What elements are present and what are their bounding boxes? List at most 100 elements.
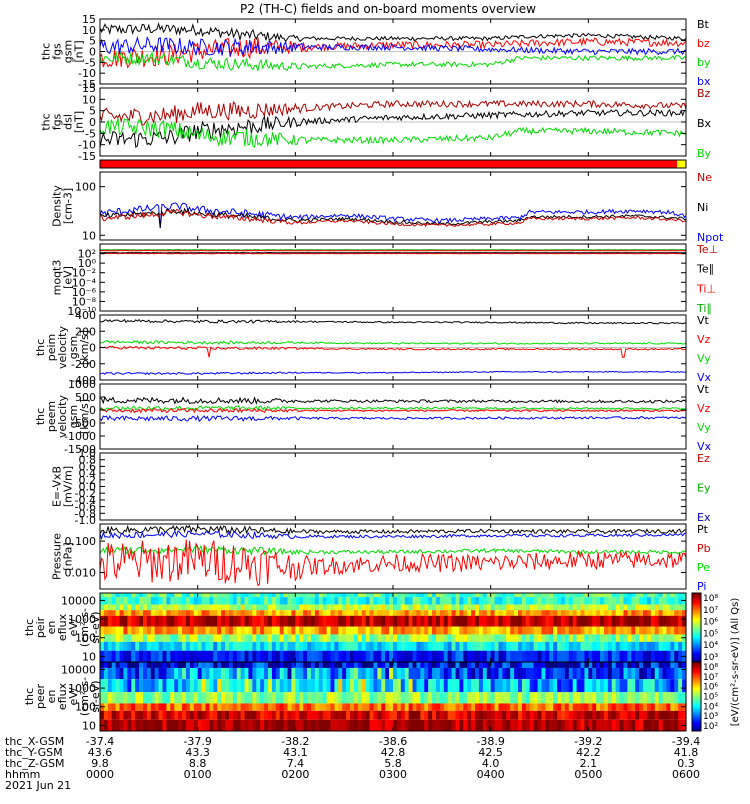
spectrogram-cell <box>108 711 113 720</box>
spectrogram-cell <box>620 610 625 616</box>
spectrogram-cell <box>506 668 511 679</box>
spectrogram-cell <box>182 668 187 679</box>
spectrogram-cell <box>409 651 414 662</box>
spectrogram-cell <box>366 642 371 651</box>
spectrogram-cell <box>147 679 152 692</box>
spectrogram-cell <box>319 692 324 703</box>
spectrogram-cell <box>256 720 261 731</box>
spectrogram-cell <box>155 662 160 668</box>
spectrogram-cell <box>639 593 644 597</box>
spectrogram-cell <box>436 642 441 651</box>
spectrogram-cell <box>319 605 324 611</box>
spectrogram-cell <box>393 720 398 731</box>
y-axis-label: [cm-3] <box>62 188 75 224</box>
spectrogram-cell <box>647 651 652 662</box>
spectrogram-cell <box>452 634 457 641</box>
spectrogram-cell <box>166 616 171 627</box>
spectrogram-cell <box>479 692 484 703</box>
series-line-Vy <box>100 341 686 345</box>
spectrogram-cell <box>416 627 421 635</box>
spectrogram-cell <box>643 627 648 635</box>
spectrogram-cell <box>444 651 449 662</box>
spectrogram-cell <box>432 662 437 668</box>
spectrogram-cell <box>330 651 335 662</box>
spectrogram-cell <box>655 692 660 703</box>
spectrogram-cell <box>131 642 136 651</box>
spectrogram-cell <box>401 720 406 731</box>
spectrogram-cell <box>319 662 324 668</box>
spectrogram-cell <box>643 711 648 720</box>
spectrogram-cell <box>233 692 238 703</box>
spectrogram-cell <box>463 616 468 627</box>
spectrogram-cell <box>299 662 304 668</box>
spectrogram-cell <box>596 711 601 720</box>
spectrogram-cell <box>303 692 308 703</box>
spectrogram-cell <box>362 610 367 616</box>
spectrogram-cell <box>627 627 632 635</box>
spectrogram-cell <box>385 668 390 679</box>
spectrogram-cell <box>237 662 242 668</box>
spectrogram-cell <box>502 597 507 604</box>
spectrogram-cell <box>549 651 554 662</box>
spectrogram-cell <box>241 711 246 720</box>
spectrogram-cell <box>557 692 562 703</box>
spectrogram-cell <box>213 616 218 627</box>
spectrogram-cell <box>541 610 546 616</box>
spectrogram-cell <box>448 679 453 692</box>
spectrogram-cell <box>401 711 406 720</box>
spectrogram-cell <box>409 610 414 616</box>
spectrogram-cell <box>674 720 679 731</box>
colorbar-tick-label: 10⁷ <box>703 673 718 683</box>
spectrogram-cell <box>288 692 293 703</box>
spectrogram-cell <box>600 679 605 692</box>
spectrogram-cell <box>217 668 222 679</box>
spectrogram-cell <box>295 720 300 731</box>
spectrogram-cell <box>198 679 203 692</box>
spectrogram-cell <box>260 642 265 651</box>
spectrogram-cell <box>178 668 183 679</box>
spectrogram-cell <box>178 720 183 731</box>
spectrogram-cell <box>448 668 453 679</box>
ephemeris-value: 0300 <box>379 768 407 781</box>
spectrogram-cell <box>620 720 625 731</box>
spectrogram-cell <box>502 692 507 703</box>
spectrogram-cell <box>354 662 359 668</box>
spectrogram-cell <box>213 711 218 720</box>
spectrogram-cell <box>323 605 328 611</box>
spectrogram-cell <box>354 593 359 597</box>
spectrogram-cell <box>178 711 183 720</box>
spectrogram-cell <box>635 627 640 635</box>
spectrogram-cell <box>666 711 671 720</box>
spectrogram-cell <box>334 703 339 710</box>
legend-entry: Ti⊥ <box>696 282 716 295</box>
spectrogram-cell <box>530 642 535 651</box>
series-line-Ti∥ <box>100 250 686 251</box>
spectrogram-cell <box>569 610 574 616</box>
spectrogram-cell <box>241 651 246 662</box>
spectrogram-cell <box>323 662 328 668</box>
spectrogram-cell <box>131 597 136 604</box>
spectrogram-cell <box>123 668 128 679</box>
spectrogram-cell <box>440 662 445 668</box>
spectrogram-cell <box>123 692 128 703</box>
spectrogram-cell <box>584 679 589 692</box>
spectrogram-cell <box>233 703 238 710</box>
spectrogram-cell <box>377 627 382 635</box>
spectrogram-cell <box>182 679 187 692</box>
spectrogram-cell <box>213 627 218 635</box>
spectrogram-cell <box>303 627 308 635</box>
spectrogram-cell <box>452 651 457 662</box>
spectrogram-cell <box>475 679 480 692</box>
spectrogram-cell <box>377 711 382 720</box>
spectrogram-cell <box>635 605 640 611</box>
spectrogram-cell <box>260 703 265 710</box>
spectrogram-cell <box>631 616 636 627</box>
spectrogram-cell <box>237 720 242 731</box>
spectrogram-cell <box>241 627 246 635</box>
spectrogram-cell <box>221 692 226 703</box>
spectrogram-cell <box>452 593 457 597</box>
spectrogram-cell <box>178 593 183 597</box>
spectrogram-cell <box>530 627 535 635</box>
spectrogram-cell <box>139 711 144 720</box>
